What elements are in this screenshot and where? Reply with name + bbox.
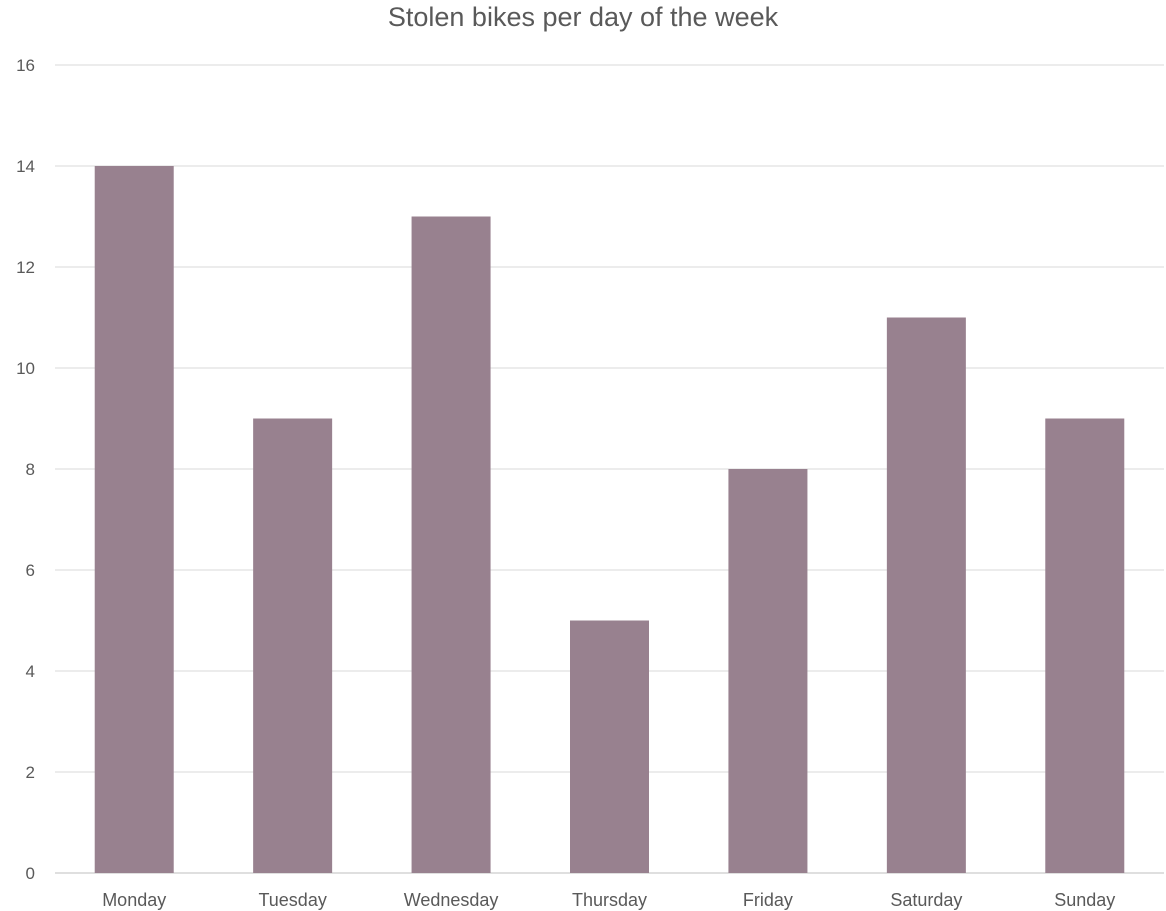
y-tick-label: 10 <box>16 359 35 378</box>
y-tick-label: 16 <box>16 56 35 75</box>
x-category-label: Monday <box>102 890 166 910</box>
y-tick-label: 6 <box>26 561 35 580</box>
y-tick-label: 14 <box>16 157 35 176</box>
y-tick-label: 4 <box>26 662 35 681</box>
x-category-label: Sunday <box>1054 890 1115 910</box>
bar-tuesday <box>253 418 333 873</box>
y-tick-label: 2 <box>26 763 35 782</box>
x-category-label: Thursday <box>572 890 647 910</box>
bar-saturday <box>886 317 966 873</box>
bar-friday <box>728 469 808 873</box>
y-tick-label: 0 <box>26 864 35 883</box>
y-tick-label: 12 <box>16 258 35 277</box>
bars <box>94 166 1125 873</box>
bar-wednesday <box>411 216 491 873</box>
x-category-label: Wednesday <box>404 890 499 910</box>
chart-title: Stolen bikes per day of the week <box>387 2 779 32</box>
bar-sunday <box>1045 418 1125 873</box>
x-category-label: Tuesday <box>258 890 326 910</box>
y-axis-ticks: 0 2 4 6 8 10 12 14 16 <box>16 56 35 883</box>
y-tick-label: 8 <box>26 460 35 479</box>
x-axis-labels: Monday Tuesday Wednesday Thursday Friday Satu… <box>102 890 1115 910</box>
bar-monday <box>94 166 174 873</box>
x-category-label: Friday <box>743 890 793 910</box>
x-category-label: Saturday <box>890 890 962 910</box>
bar-thursday <box>570 620 649 873</box>
